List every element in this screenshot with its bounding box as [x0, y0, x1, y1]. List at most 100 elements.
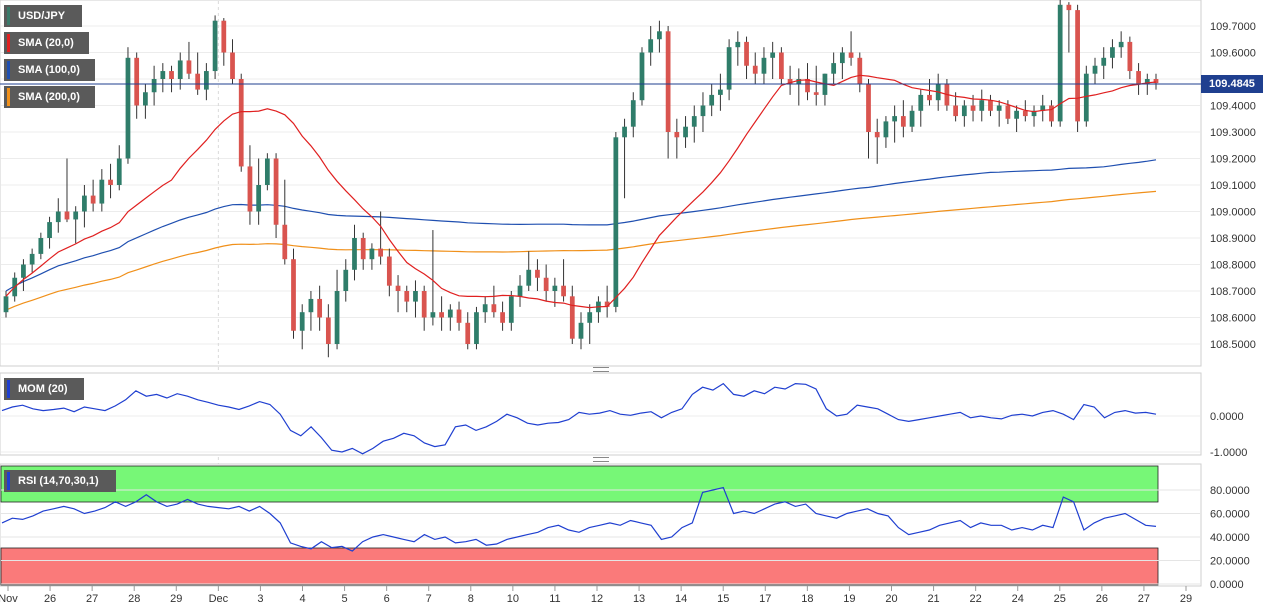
price-tick-label: 109.6000 — [1210, 48, 1256, 60]
mom-swatch — [7, 380, 10, 398]
candle-bearish — [1075, 10, 1080, 122]
time-tick-label: 26 — [44, 593, 56, 605]
price-tick-label: 109.7000 — [1210, 21, 1256, 33]
time-tick-label: 26 — [1096, 593, 1108, 605]
candle-bearish — [874, 132, 880, 138]
time-tick-label: 10 — [507, 593, 519, 605]
candle-bearish — [456, 309, 462, 323]
price-tick-label: 108.5000 — [1210, 339, 1256, 351]
rsi-tick-label: 20.0000 — [1210, 556, 1250, 568]
candle-bullish — [21, 264, 26, 278]
candle-bullish — [622, 126, 627, 138]
candle-bullish — [352, 238, 357, 270]
candle-bullish — [1101, 57, 1107, 66]
candle-bearish — [325, 317, 331, 344]
mom-axis: 0.0000 -1.0000 — [1210, 411, 1247, 459]
time-tick-label: 11 — [549, 593, 560, 605]
time-tick-label: 7 — [426, 593, 432, 605]
instrument-label[interactable]: USD/JPY — [4, 5, 82, 27]
price-tick-label: 108.6000 — [1210, 313, 1256, 325]
time-tick-label: 17 — [759, 593, 771, 605]
candle-bearish — [543, 277, 549, 291]
candle-bearish — [779, 52, 784, 79]
candle-bullish — [430, 312, 436, 318]
instrument-color-swatch — [7, 7, 10, 25]
candle-bearish — [848, 52, 854, 58]
rsi-label[interactable]: RSI (14,70,30,1) — [4, 470, 116, 492]
candle-bullish — [1031, 110, 1037, 117]
candle-bullish — [718, 89, 723, 95]
candle-bearish — [386, 256, 392, 286]
price-tick-label: 108.7000 — [1210, 286, 1256, 298]
candle-bullish — [839, 52, 845, 64]
rsi-tick-label: 40.0000 — [1210, 532, 1250, 544]
mom-path — [1, 382, 1157, 455]
rsi-text: RSI (14,70,30,1) — [18, 475, 99, 487]
time-tick-label: 29 — [1180, 593, 1192, 605]
candle-bullish — [1092, 65, 1098, 74]
candle-bearish — [900, 116, 906, 127]
candle-bullish — [256, 185, 262, 212]
candlestick-series[interactable] — [3, 0, 1159, 358]
candle-bearish — [1066, 4, 1072, 11]
sma-100-label[interactable]: SMA (100,0) — [4, 59, 95, 81]
candle-bullish — [482, 304, 488, 313]
candle-bearish — [569, 296, 575, 339]
candle-bullish — [700, 105, 706, 117]
candle-bearish — [970, 105, 976, 111]
candle-bullish — [1014, 110, 1019, 119]
time-tick-label: 12 — [591, 593, 603, 605]
sma-200-label[interactable]: SMA (200,0) — [4, 86, 95, 108]
candle-bullish — [447, 309, 453, 318]
candle-bullish — [3, 296, 9, 313]
candle-bearish — [238, 79, 244, 167]
mom-panel-frame — [0, 372, 1202, 456]
time-tick-label: Nov — [0, 593, 18, 605]
rsi-tick-label: 80.0000 — [1210, 485, 1250, 497]
candle-bearish — [857, 57, 863, 85]
candle-bullish — [648, 39, 654, 53]
time-tick-label: 14 — [675, 593, 687, 605]
rsi-overbought-zone — [0, 465, 1159, 503]
candle-bullish — [47, 222, 52, 238]
sma-100-swatch — [7, 61, 10, 79]
candle-bullish — [125, 57, 131, 159]
candle-bearish — [1153, 79, 1159, 84]
price-tick-label: 108.9000 — [1210, 233, 1256, 245]
candle-bearish — [1127, 41, 1133, 72]
candle-bullish — [918, 94, 924, 111]
candle-bullish — [1144, 79, 1150, 85]
mom-label[interactable]: MOM (20) — [4, 378, 84, 400]
sma-20-swatch — [7, 34, 10, 52]
candle-bearish — [64, 211, 70, 220]
candle-bearish — [665, 31, 671, 132]
candle-bearish — [221, 20, 227, 53]
candle-bearish — [273, 158, 279, 225]
candle-bearish — [360, 238, 366, 260]
rsi-tick-label: 60.0000 — [1210, 509, 1250, 521]
time-tick-label: 3 — [257, 593, 263, 605]
sma-20-label[interactable]: SMA (20,0) — [4, 32, 89, 54]
candle-bullish — [143, 92, 148, 106]
time-tick-label: 19 — [843, 593, 855, 605]
panel-resize-handle-1[interactable] — [593, 367, 609, 372]
rsi-swatch — [7, 472, 10, 490]
candle-bearish — [404, 291, 410, 302]
candle-bearish — [439, 312, 444, 318]
candle-bearish — [561, 285, 566, 297]
panel-resize-handle-2[interactable] — [593, 457, 609, 462]
rsi-line — [1, 486, 1157, 552]
sma-200-text: SMA (200,0) — [18, 91, 80, 103]
sma-20-line — [5, 74, 1157, 309]
candle-bullish — [151, 79, 157, 93]
candle-bullish — [212, 20, 218, 72]
candle-bearish — [752, 65, 758, 74]
candle-bearish — [421, 291, 427, 318]
candle-bullish — [334, 291, 340, 344]
sma-20-path — [5, 74, 1157, 309]
candle-bullish — [735, 41, 741, 48]
sma-20-text: SMA (20,0) — [18, 37, 74, 49]
price-tick-label: 108.8000 — [1210, 260, 1256, 272]
instrument-name: USD/JPY — [18, 10, 66, 22]
